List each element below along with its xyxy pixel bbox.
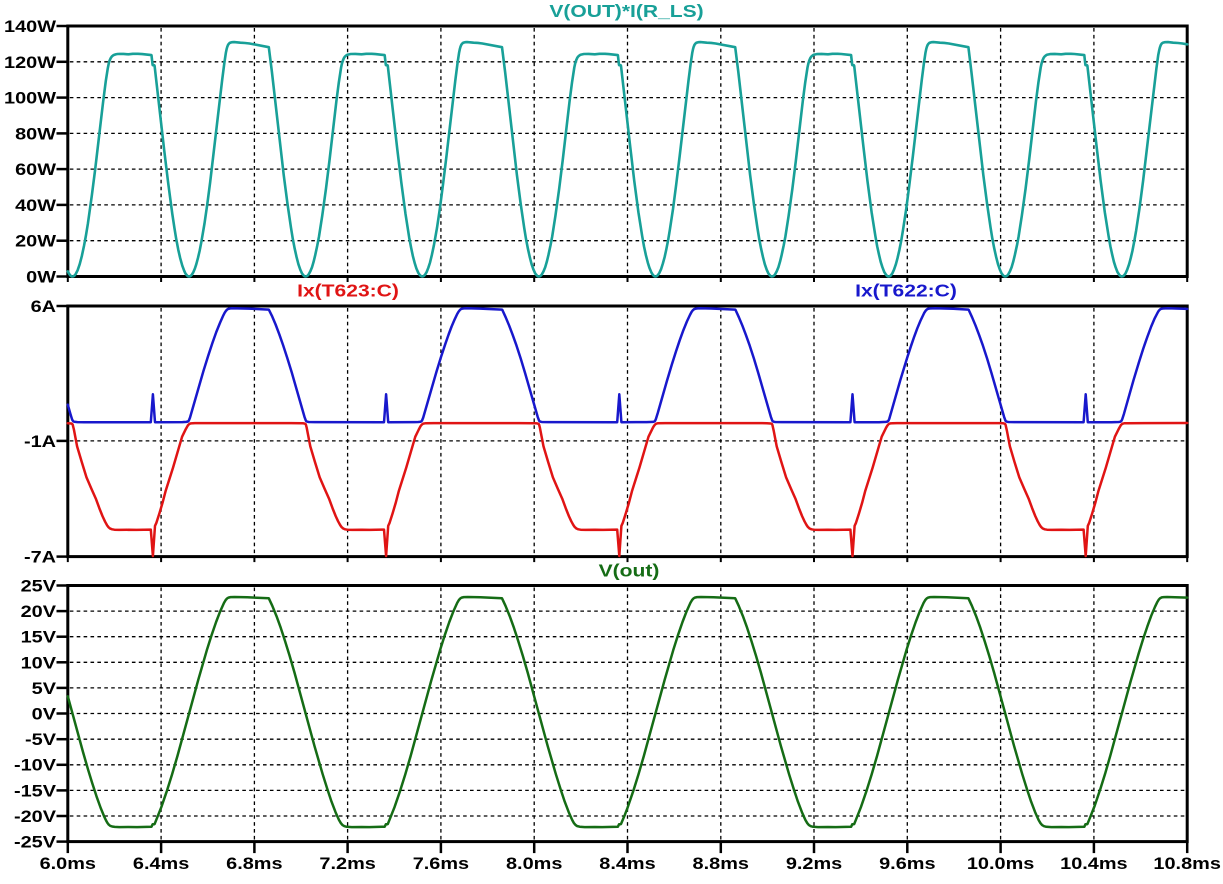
svg-text:120W: 120W [4,52,57,71]
svg-text:6.4ms: 6.4ms [133,853,189,872]
svg-text:-1A: -1A [24,431,56,450]
svg-text:V(OUT)*I(R_LS): V(OUT)*I(R_LS) [549,1,703,21]
svg-text:-7A: -7A [24,547,56,566]
svg-text:V(out): V(out) [599,561,660,581]
svg-text:-25V: -25V [14,832,57,851]
svg-text:10V: 10V [21,653,57,672]
svg-text:6.8ms: 6.8ms [226,853,282,872]
svg-text:15V: 15V [21,627,57,646]
svg-text:-5V: -5V [25,730,57,749]
svg-text:40W: 40W [15,195,56,214]
svg-text:7.6ms: 7.6ms [413,853,469,872]
svg-text:9.2ms: 9.2ms [786,853,842,872]
svg-text:Ix(T622:C): Ix(T622:C) [855,281,957,301]
svg-text:10.8ms: 10.8ms [1153,853,1220,872]
svg-text:80W: 80W [15,124,56,143]
svg-text:-15V: -15V [14,781,57,800]
svg-text:-20V: -20V [14,806,57,825]
svg-text:Ix(T623:C): Ix(T623:C) [297,281,399,301]
svg-text:8.0ms: 8.0ms [506,853,562,872]
svg-text:9.6ms: 9.6ms [879,853,935,872]
svg-text:20V: 20V [21,601,57,620]
svg-text:8.8ms: 8.8ms [693,853,749,872]
svg-text:100W: 100W [4,88,57,107]
svg-text:7.2ms: 7.2ms [319,853,375,872]
svg-text:5V: 5V [32,678,57,697]
svg-text:10.4ms: 10.4ms [1060,853,1127,872]
svg-text:140W: 140W [4,16,57,35]
svg-text:-10V: -10V [14,755,57,774]
svg-text:25V: 25V [21,576,57,595]
svg-text:8.4ms: 8.4ms [599,853,655,872]
svg-text:20W: 20W [15,231,56,250]
svg-text:60W: 60W [15,159,56,178]
svg-text:6A: 6A [31,296,56,315]
svg-text:6.0ms: 6.0ms [40,853,96,872]
svg-text:0W: 0W [26,267,56,286]
svg-text:10.0ms: 10.0ms [967,853,1034,872]
svg-text:0V: 0V [32,704,57,723]
